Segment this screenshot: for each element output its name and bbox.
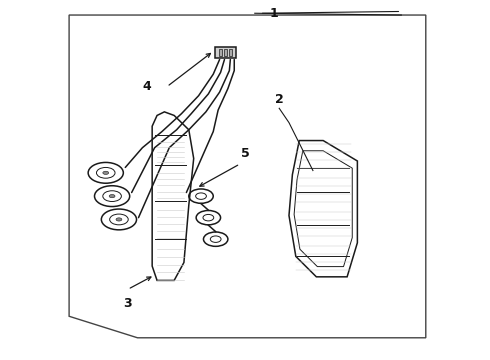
Ellipse shape xyxy=(109,194,115,198)
Bar xyxy=(229,49,232,56)
Ellipse shape xyxy=(116,218,122,221)
Bar xyxy=(224,49,227,56)
Ellipse shape xyxy=(103,171,109,175)
FancyBboxPatch shape xyxy=(215,47,236,58)
Text: 3: 3 xyxy=(123,297,132,310)
Text: 2: 2 xyxy=(275,93,284,106)
Text: 1: 1 xyxy=(270,7,279,20)
Text: 4: 4 xyxy=(143,80,151,93)
Text: 5: 5 xyxy=(241,147,249,159)
Bar xyxy=(219,49,222,56)
